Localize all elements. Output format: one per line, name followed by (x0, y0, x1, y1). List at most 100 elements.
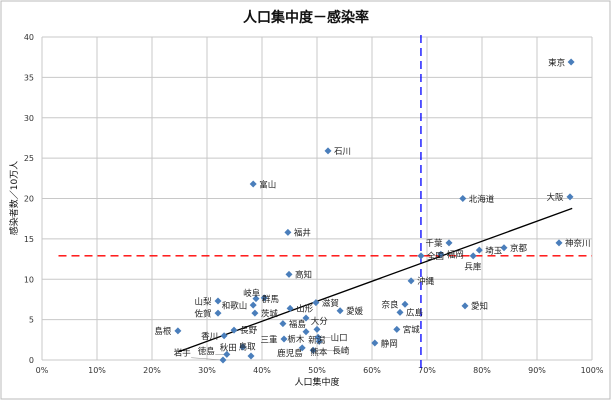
data-point-label: 奈良 (382, 300, 400, 311)
data-point-marker (239, 343, 247, 351)
data-point-marker (280, 335, 288, 343)
data-point-label: 和歌山 (222, 300, 248, 311)
data-point-label: 千葉 (426, 238, 444, 249)
trendline-segment (177, 207, 573, 353)
x-tick-label: 70% (418, 366, 436, 375)
x-tick-label: 40% (253, 366, 271, 375)
y-axis-label: 感染者数／10万人 (8, 161, 20, 235)
data-point-label: 熊本 (310, 347, 328, 358)
data-point-marker (214, 309, 222, 317)
label-leader-line (191, 357, 224, 361)
x-axis-label: 人口集中度 (294, 376, 339, 388)
data-point-marker (279, 320, 287, 328)
data-point-label: 大分 (311, 316, 329, 327)
data-point-label: 鹿児島 (277, 348, 303, 359)
x-tick-label: 90% (528, 366, 546, 375)
data-point-marker (220, 332, 228, 340)
data-point-marker (286, 304, 294, 312)
data-point-marker (500, 244, 508, 252)
data-point-label: 長崎 (332, 346, 350, 357)
y-tick-label: 10 (24, 275, 34, 284)
data-point-label: 大阪 (547, 192, 565, 203)
data-point-label: 三重 (261, 334, 279, 345)
data-point-label: 福岡 (447, 250, 464, 261)
data-point-marker (396, 308, 404, 316)
data-point-label: 愛知 (471, 301, 488, 312)
data-point-label: 山口 (331, 333, 348, 344)
data-point-marker (469, 252, 477, 260)
data-point-label: 高知 (295, 270, 312, 281)
data-point-marker (437, 250, 445, 258)
x-tick-label: 50% (308, 366, 326, 375)
y-tick-label: 20 (24, 195, 34, 204)
data-point-marker (393, 325, 401, 333)
data-point-marker (567, 58, 575, 66)
x-tick-label: 80% (473, 366, 491, 375)
data-point-label: 佐賀 (195, 309, 213, 320)
data-point-label: 兵庫 (464, 262, 482, 273)
y-tick-label: 35 (24, 73, 34, 82)
data-point-marker (566, 193, 574, 201)
data-point-label: 滋賀 (322, 298, 340, 309)
x-tick-label: 60% (363, 366, 381, 375)
gridlines (41, 36, 593, 361)
data-point-marker (302, 314, 310, 322)
data-point-label: 京都 (510, 243, 528, 254)
data-point-label: 島根 (154, 326, 172, 337)
data-point-marker (260, 294, 268, 302)
x-tick-label: 0% (36, 366, 49, 375)
data-point-marker (302, 328, 310, 336)
data-point-label: 岐阜 (243, 288, 261, 299)
data-point-label: 福井 (294, 228, 311, 239)
data-point-label: 新潟 (308, 335, 326, 346)
data-point-label: 長野 (240, 326, 258, 336)
data-point-marker (475, 246, 483, 254)
data-point-label: 群馬 (262, 294, 279, 305)
data-point-marker (445, 239, 453, 247)
y-tick-label: 0 (29, 356, 34, 365)
data-point-label: 神奈川 (565, 238, 591, 249)
data-point-marker (315, 337, 323, 345)
data-point-marker (219, 356, 227, 364)
data-point-label: 福島 (289, 319, 307, 330)
y-tick-label: 25 (24, 154, 34, 163)
data-point-marker (174, 327, 182, 335)
data-point-label: 北海道 (469, 194, 495, 205)
chart-title: 人口集中度－感染率 (243, 9, 369, 26)
y-tick-label: 30 (24, 114, 34, 123)
data-point-label: 静岡 (381, 338, 398, 349)
data-point-label: 愛媛 (346, 306, 364, 317)
data-point-label: 茨城 (261, 309, 279, 320)
data-point-label: 山形 (296, 304, 314, 315)
tick-labels: 0% 10% 20% 30% 40% 50% 60% 70% 80% 90% 100% 0 5 10 15 2… (24, 33, 604, 375)
data-point-label: 栃木 (287, 334, 305, 345)
data-point-marker (459, 195, 467, 202)
x-tick-label: 20% (143, 366, 161, 375)
data-point-marker (371, 339, 379, 347)
data-point-label: 沖縄 (417, 276, 435, 287)
data-point-marker (312, 299, 320, 307)
data-point-marker (313, 325, 321, 333)
data-point-label: 宮城 (403, 325, 421, 336)
data-point-marker (247, 352, 255, 360)
data-point-marker (401, 300, 409, 308)
data-point-marker (284, 228, 292, 236)
data-point-label: 石川 (334, 147, 351, 157)
data-point-marker (324, 147, 332, 155)
y-tick-label: 40 (24, 33, 34, 42)
data-point-marker (417, 252, 425, 260)
data-point-marker (336, 307, 344, 315)
data-point-label: 東京 (548, 57, 565, 68)
data-point-label: 広島 (406, 308, 424, 319)
y-tick-label: 15 (24, 235, 34, 244)
x-tick-label: 10% (88, 366, 106, 375)
y-tick-label: 5 (29, 316, 34, 325)
data-point-marker (407, 277, 415, 285)
data-point-marker (309, 346, 317, 354)
data-point-marker (230, 326, 238, 334)
data-point-marker (285, 270, 293, 278)
data-point-label: 徳島 (198, 346, 216, 357)
